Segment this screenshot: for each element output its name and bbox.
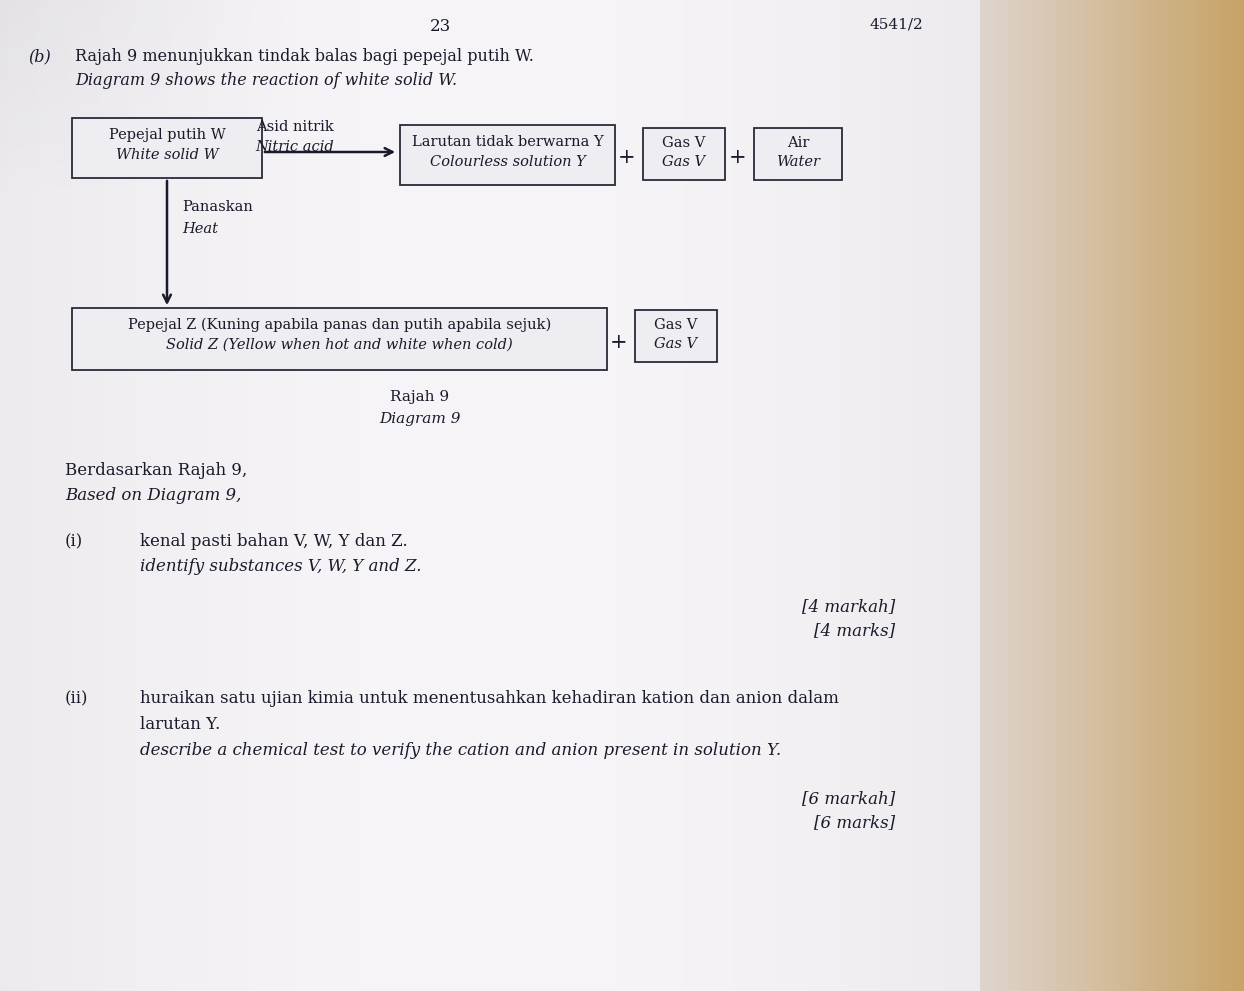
Text: (i): (i) [65, 533, 83, 550]
Text: 4541/2: 4541/2 [870, 18, 924, 32]
Text: Asid nitrik: Asid nitrik [256, 120, 333, 134]
Text: 23: 23 [429, 18, 450, 35]
FancyBboxPatch shape [754, 128, 842, 180]
Text: Berdasarkan Rajah 9,: Berdasarkan Rajah 9, [65, 462, 248, 479]
Text: [4 markah]: [4 markah] [801, 598, 894, 615]
Text: White solid W: White solid W [116, 148, 218, 162]
Text: Water: Water [776, 155, 820, 169]
Text: Solid Z (Yellow when hot and white when cold): Solid Z (Yellow when hot and white when … [167, 338, 513, 352]
Text: identify substances V, W, Y and Z.: identify substances V, W, Y and Z. [141, 558, 422, 575]
Text: Colourless solution Y: Colourless solution Y [429, 155, 586, 169]
FancyBboxPatch shape [72, 118, 262, 178]
Text: Pepejal putih W: Pepejal putih W [108, 128, 225, 142]
Text: +: + [729, 148, 746, 167]
Text: Rajah 9: Rajah 9 [391, 390, 449, 404]
FancyBboxPatch shape [634, 310, 717, 362]
Text: Gas V: Gas V [654, 337, 698, 351]
Text: Nitric acid: Nitric acid [255, 140, 335, 154]
Text: Diagram 9 shows the reaction of white solid W.: Diagram 9 shows the reaction of white so… [75, 72, 457, 89]
Text: (b): (b) [29, 48, 51, 65]
Text: huraikan satu ujian kimia untuk menentusahkan kehadiran kation dan anion dalam: huraikan satu ujian kimia untuk menentus… [141, 690, 838, 707]
FancyBboxPatch shape [643, 128, 725, 180]
Text: kenal pasti bahan V, W, Y dan Z.: kenal pasti bahan V, W, Y dan Z. [141, 533, 408, 550]
Text: (ii): (ii) [65, 690, 88, 707]
Text: Pepejal Z (Kuning apabila panas dan putih apabila sejuk): Pepejal Z (Kuning apabila panas dan puti… [128, 318, 551, 332]
Text: Larutan tidak berwarna Y: Larutan tidak berwarna Y [412, 135, 603, 149]
Text: +: + [618, 148, 636, 167]
Text: Based on Diagram 9,: Based on Diagram 9, [65, 487, 241, 504]
Text: Diagram 9: Diagram 9 [379, 412, 460, 426]
Text: [6 marks]: [6 marks] [814, 814, 894, 831]
Text: +: + [611, 333, 628, 352]
Text: Air: Air [786, 136, 809, 150]
FancyBboxPatch shape [401, 125, 615, 185]
Text: describe a chemical test to verify the cation and anion present in solution Y.: describe a chemical test to verify the c… [141, 742, 781, 759]
FancyBboxPatch shape [0, 0, 980, 991]
Text: Gas V: Gas V [663, 155, 705, 169]
Text: larutan Y.: larutan Y. [141, 716, 220, 733]
Text: Gas V: Gas V [662, 136, 705, 150]
Text: [6 markah]: [6 markah] [801, 790, 894, 807]
Text: Heat: Heat [182, 222, 218, 236]
Text: Gas V: Gas V [654, 318, 698, 332]
Text: Rajah 9 menunjukkan tindak balas bagi pepejal putih W.: Rajah 9 menunjukkan tindak balas bagi pe… [75, 48, 534, 65]
FancyBboxPatch shape [72, 308, 607, 370]
Text: [4 marks]: [4 marks] [814, 622, 894, 639]
Text: Panaskan: Panaskan [182, 200, 253, 214]
